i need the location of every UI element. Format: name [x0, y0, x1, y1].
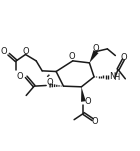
- Text: O: O: [68, 52, 75, 61]
- Text: H: H: [113, 73, 119, 82]
- Text: O: O: [121, 53, 127, 62]
- Text: O: O: [17, 72, 24, 81]
- Text: •: •: [46, 73, 50, 78]
- Text: N: N: [109, 72, 116, 81]
- Polygon shape: [89, 50, 99, 63]
- Polygon shape: [81, 87, 86, 102]
- Text: O: O: [91, 117, 98, 126]
- Text: O: O: [23, 47, 30, 56]
- Text: O: O: [1, 47, 8, 56]
- Text: O: O: [46, 78, 53, 87]
- Text: O: O: [85, 97, 91, 106]
- Text: •: •: [45, 74, 48, 79]
- Text: O: O: [92, 44, 99, 53]
